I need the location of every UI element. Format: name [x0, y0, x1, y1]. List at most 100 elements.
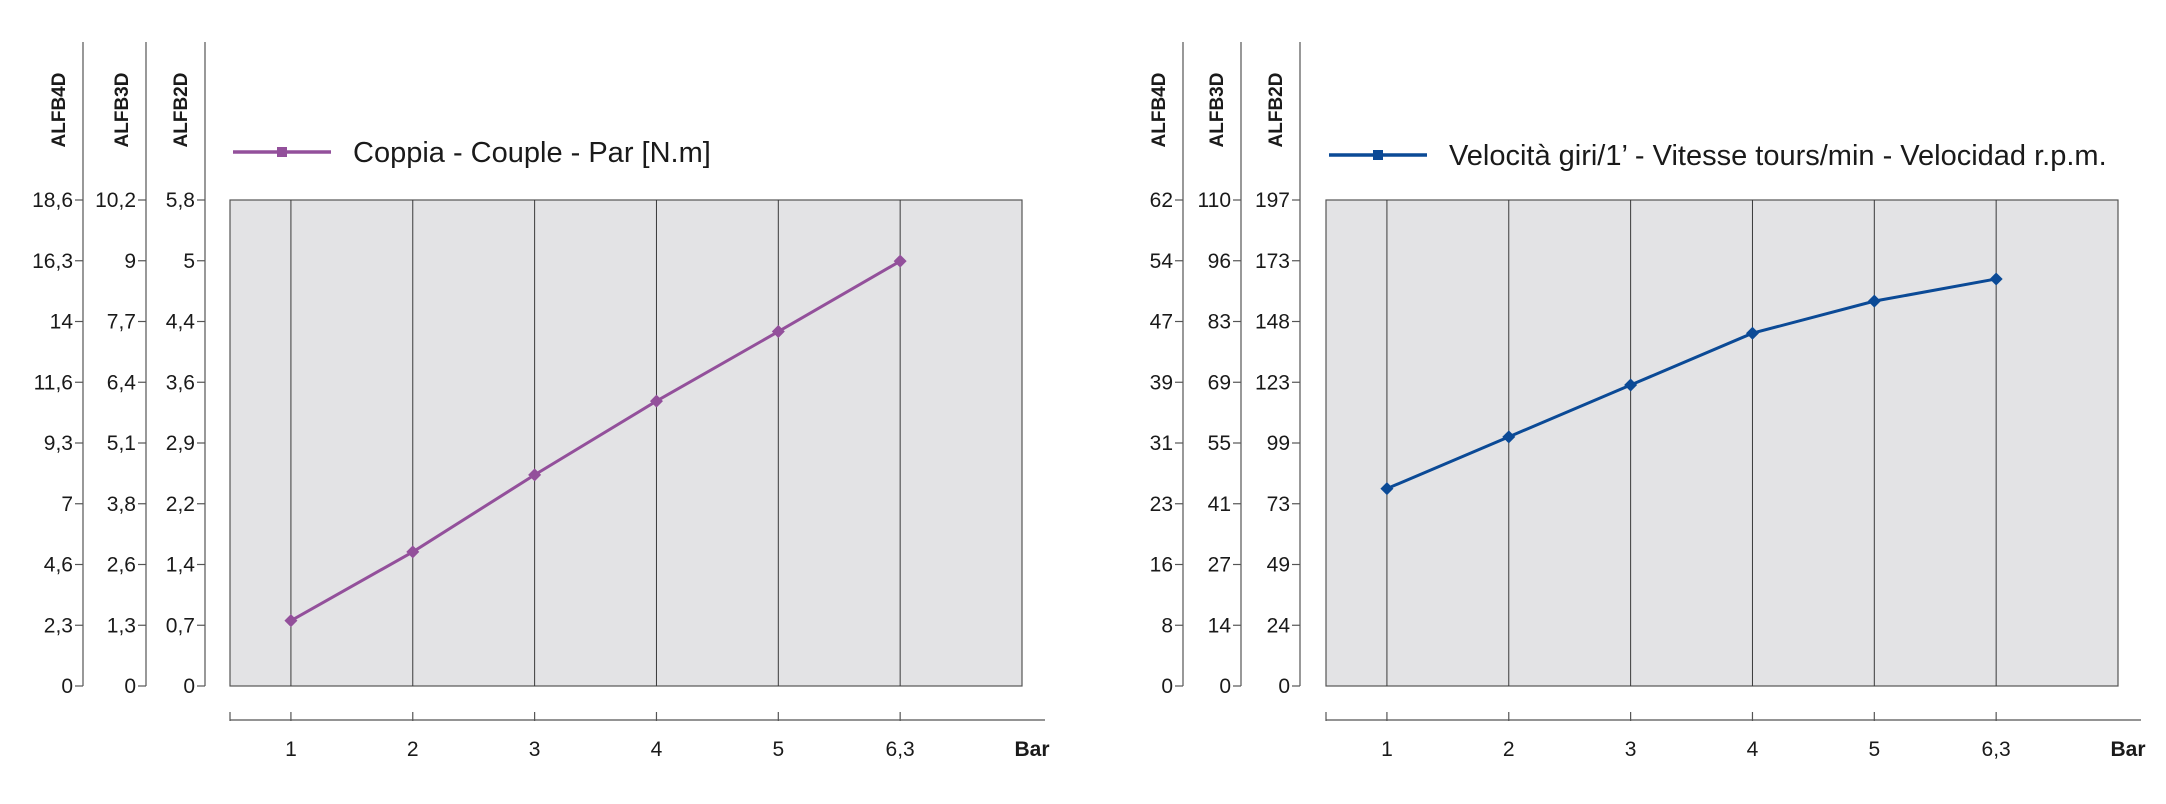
y-tick-label: 69: [1208, 371, 1231, 394]
y-axis-alfb2d: ALFB2D 0 0,7 1,4 2,2 2,9 3,6 4,4 5 5,8: [166, 42, 206, 698]
y-axis-alfb3d: ALFB3D 0 1,3 2,6 3,8 5,1 6,4 7,7 9 10,2: [95, 42, 147, 698]
y-tick-label: 123: [1255, 371, 1290, 394]
y-tick-label: 54: [1150, 250, 1174, 273]
y-tick-label: 0: [1161, 675, 1173, 698]
y-axis-name: ALFB4D: [1149, 73, 1170, 148]
data-point: [1624, 378, 1638, 392]
legend: Velocità giri/1’ - Vitesse tours/min - V…: [1329, 140, 2107, 172]
x-tick-label: 5: [772, 738, 784, 761]
y-tick-label: 73: [1267, 493, 1290, 516]
x-tick-label: 1: [1381, 738, 1393, 761]
y-axis-name: ALFB4D: [49, 73, 70, 148]
x-tick-label: 6,3: [886, 738, 915, 761]
legend-marker: [277, 147, 287, 157]
data-point: [1502, 430, 1516, 444]
x-tick-label: 2: [407, 738, 419, 761]
data-point: [1380, 482, 1394, 496]
y-tick-label: 9,3: [44, 432, 73, 455]
y-tick-label: 39: [1150, 371, 1173, 394]
data-point: [1989, 272, 2003, 286]
y-tick-label: 0: [1219, 675, 1231, 698]
x-tick-label: 1: [285, 738, 297, 761]
y-tick-label: 4,6: [44, 554, 73, 577]
y-tick-label: 62: [1150, 189, 1173, 212]
y-tick-label: 99: [1267, 432, 1290, 455]
y-tick-label: 2,9: [166, 432, 195, 455]
y-axis-name: ALFB3D: [112, 73, 133, 148]
plot-area: [229, 199, 1023, 687]
y-tick-label: 197: [1255, 189, 1290, 212]
data-point: [771, 325, 785, 339]
y-tick-label: 31: [1150, 432, 1173, 455]
y-tick-label: 16,3: [32, 250, 73, 273]
y-tick-label: 83: [1208, 311, 1231, 334]
x-tick-label: 3: [529, 738, 541, 761]
y-tick-label: 2,2: [166, 493, 195, 516]
x-tick-label: 4: [651, 738, 663, 761]
x-axis-unit: Bar: [1014, 738, 1049, 761]
y-tick-label: 148: [1255, 311, 1290, 334]
y-tick-label: 0: [124, 675, 136, 698]
y-tick-label: 18,6: [32, 189, 73, 212]
y-tick-label: 11,6: [34, 371, 73, 394]
y-axis-alfb2d: ALFB2D 0 24 49 73 99 123 148 173 197: [1255, 42, 1301, 698]
y-tick-label: 16: [1150, 554, 1173, 577]
y-axis-name: ALFB2D: [1266, 73, 1287, 148]
data-point: [893, 254, 907, 268]
series-line: [1386, 277, 1997, 491]
y-axis-alfb4d: ALFB4D 0 8 16 23 31 39 47 54 62: [1149, 42, 1184, 698]
y-tick-label: 0: [1278, 675, 1290, 698]
y-tick-label: 0: [183, 675, 195, 698]
y-tick-label: 24: [1267, 614, 1291, 637]
y-tick-label: 55: [1208, 432, 1231, 455]
chart-2: ALFB4D0816233139475462ALFB3D014274155698…: [1149, 42, 2146, 761]
y-tick-label: 7,7: [107, 311, 136, 334]
y-tick-label: 49: [1267, 554, 1290, 577]
y-tick-label: 14: [50, 311, 74, 334]
y-axis-name: ALFB2D: [171, 73, 192, 148]
data-point: [649, 394, 663, 408]
y-tick-label: 2,3: [44, 614, 73, 637]
x-tick-label: 6,3: [1982, 738, 2011, 761]
y-tick-label: 173: [1255, 250, 1290, 273]
x-axis-unit: Bar: [2110, 738, 2145, 761]
y-tick-label: 5,8: [166, 189, 195, 212]
chart-1: ALFB4D02,34,679,311,61416,318,6ALFB3D01,…: [32, 42, 1050, 761]
y-tick-label: 9: [124, 250, 136, 273]
y-tick-label: 0,7: [166, 614, 195, 637]
y-axis-name: ALFB3D: [1207, 73, 1228, 148]
legend-marker: [1373, 150, 1383, 160]
x-tick-label: 5: [1868, 738, 1880, 761]
y-axis-alfb3d: ALFB3D 0 14 27 41 55 69 83 96 110: [1198, 42, 1242, 698]
y-tick-label: 8: [1161, 614, 1173, 637]
y-tick-label: 10,2: [95, 189, 136, 212]
y-tick-label: 3,8: [107, 493, 136, 516]
y-tick-label: 3,6: [166, 371, 195, 394]
y-tick-label: 4,4: [166, 311, 196, 334]
legend-label: Velocità giri/1’ - Vitesse tours/min - V…: [1449, 140, 2107, 172]
legend: Coppia - Couple - Par [N.m]: [233, 137, 711, 169]
x-axis: 1 2 3 4 5 6,3 Bar: [1325, 712, 2146, 761]
plot-area: [1325, 199, 2119, 687]
x-axis: 1 2 3 4 5 6,3 Bar: [229, 712, 1050, 761]
data-point: [1745, 326, 1759, 340]
y-tick-label: 5,1: [107, 432, 136, 455]
y-tick-label: 47: [1150, 311, 1173, 334]
y-tick-label: 110: [1198, 189, 1231, 212]
legend-label: Coppia - Couple - Par [N.m]: [353, 137, 711, 169]
series-line: [290, 259, 901, 622]
data-point: [1867, 294, 1881, 308]
y-tick-label: 1,4: [166, 554, 196, 577]
y-tick-label: 6,4: [107, 371, 137, 394]
y-tick-label: 14: [1208, 614, 1232, 637]
y-tick-label: 2,6: [107, 554, 136, 577]
y-tick-label: 41: [1208, 493, 1231, 516]
y-tick-label: 0: [61, 675, 73, 698]
y-tick-label: 1,3: [107, 614, 136, 637]
y-axis-alfb4d: ALFB4D 0 2,3 4,6 7 9,3 11,6 14 16,3 18,6: [32, 42, 84, 698]
y-tick-label: 23: [1150, 493, 1173, 516]
x-tick-label: 3: [1625, 738, 1637, 761]
y-tick-label: 5: [183, 250, 195, 273]
x-tick-label: 4: [1747, 738, 1759, 761]
x-tick-label: 2: [1503, 738, 1515, 761]
